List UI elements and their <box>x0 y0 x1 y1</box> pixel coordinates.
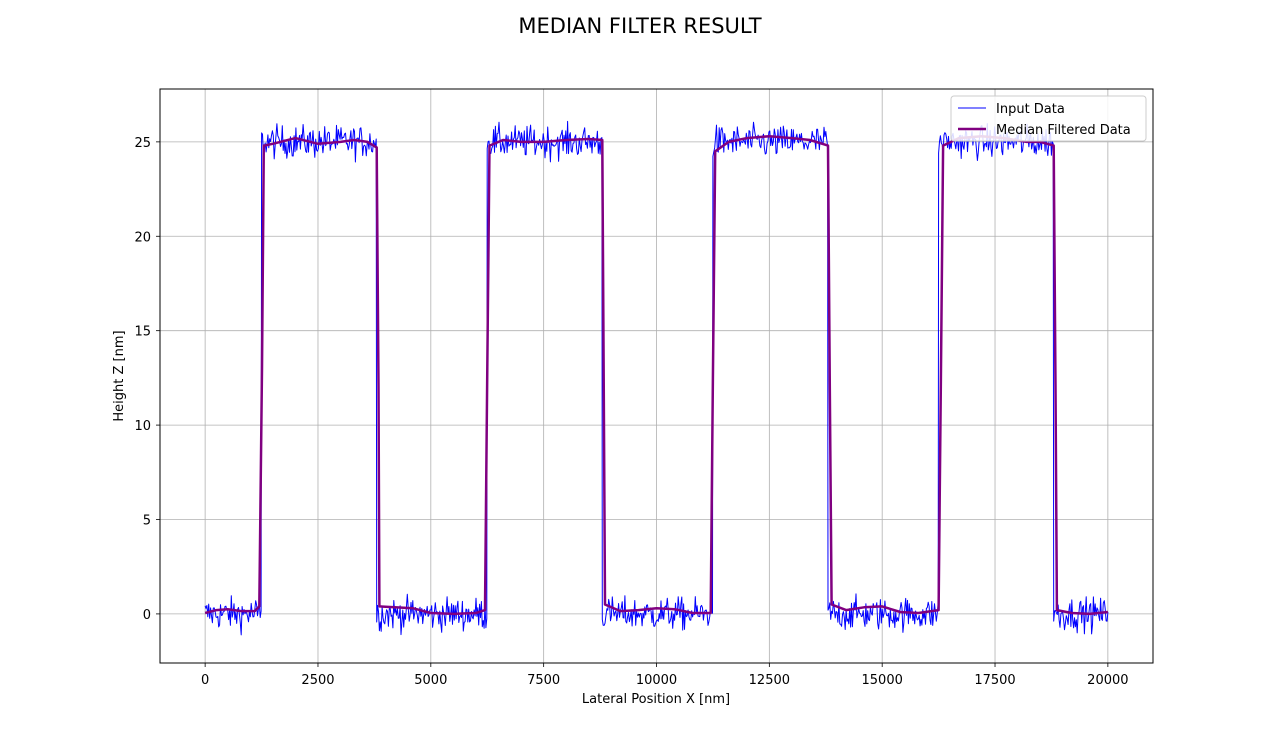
x-tick-label: 0 <box>201 673 209 688</box>
y-tick-label: 20 <box>134 230 151 245</box>
y-axis: 0 5 10 15 20 25 <box>134 136 160 623</box>
y-tick-label: 15 <box>134 325 151 340</box>
x-axis-label: Lateral Position X [nm] <box>582 692 730 707</box>
chart-title: MEDIAN FILTER RESULT <box>518 14 761 38</box>
x-tick-label: 17500 <box>974 673 1015 688</box>
grid-lines <box>160 89 1153 663</box>
legend: Input Data Median Filtered Data <box>950 95 1147 142</box>
y-tick-label: 25 <box>134 136 151 151</box>
x-tick-label: 12500 <box>749 673 790 688</box>
x-tick-label: 10000 <box>636 673 677 688</box>
legend-label-input-data: Input Data <box>996 102 1065 117</box>
x-tick-label: 20000 <box>1087 673 1128 688</box>
x-tick-label: 7500 <box>527 673 560 688</box>
y-axis-label: Height Z [nm] <box>112 330 127 421</box>
y-tick-label: 5 <box>143 514 151 529</box>
series-line-median-filtered-data <box>204 134 1109 616</box>
legend-label-median-filtered-data: Median Filtered Data <box>996 123 1131 138</box>
x-tick-label: 2500 <box>301 673 334 688</box>
y-tick-label: 0 <box>143 608 151 623</box>
x-tick-label: 5000 <box>414 673 447 688</box>
legend-box <box>950 95 1147 142</box>
x-tick-label: 15000 <box>862 673 903 688</box>
y-tick-label: 10 <box>134 419 151 434</box>
x-axis: 0 2500 5000 7500 10000 12500 15000 17500 20000 <box>201 663 1129 688</box>
